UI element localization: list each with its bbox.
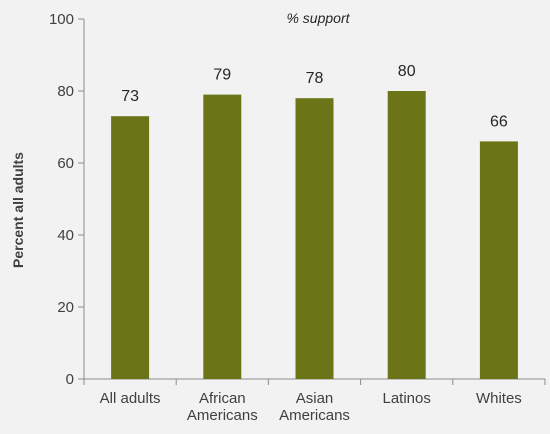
chart-subtitle: % support [286, 10, 350, 26]
y-axis-label: Percent all adults [10, 152, 26, 268]
category-label: Americans [279, 407, 350, 424]
bar [387, 91, 426, 379]
y-tick-label: 20 [57, 299, 74, 316]
y-tick-label: 100 [49, 11, 74, 28]
category-label: Latinos [383, 390, 431, 407]
data-label: 80 [398, 63, 416, 80]
category-labels: All adults AfricanAmericansAsianAmericans… [100, 390, 522, 424]
category-label: African [199, 390, 246, 407]
bar [479, 141, 518, 379]
bar [203, 94, 242, 379]
bars [111, 91, 518, 379]
bar [295, 98, 334, 379]
data-label: 73 [121, 88, 139, 105]
bar [111, 116, 150, 379]
category-label: All adults [100, 390, 161, 407]
y-tick-label: 0 [66, 371, 74, 388]
x-ticks [83, 379, 546, 385]
data-labels: 73 79 78 80 66 [121, 63, 508, 130]
category-label: Asian [296, 390, 334, 407]
data-label: 78 [306, 70, 324, 87]
y-tick-label: 80 [57, 83, 74, 100]
category-label: Whites [476, 390, 522, 407]
category-label: Americans [187, 407, 258, 424]
data-label: 66 [490, 113, 508, 130]
y-tick-label: 60 [57, 155, 74, 172]
y-tick-label: 40 [57, 227, 74, 244]
data-label: 79 [213, 67, 231, 84]
y-ticks: 0 20 40 60 80 100 [49, 11, 84, 388]
